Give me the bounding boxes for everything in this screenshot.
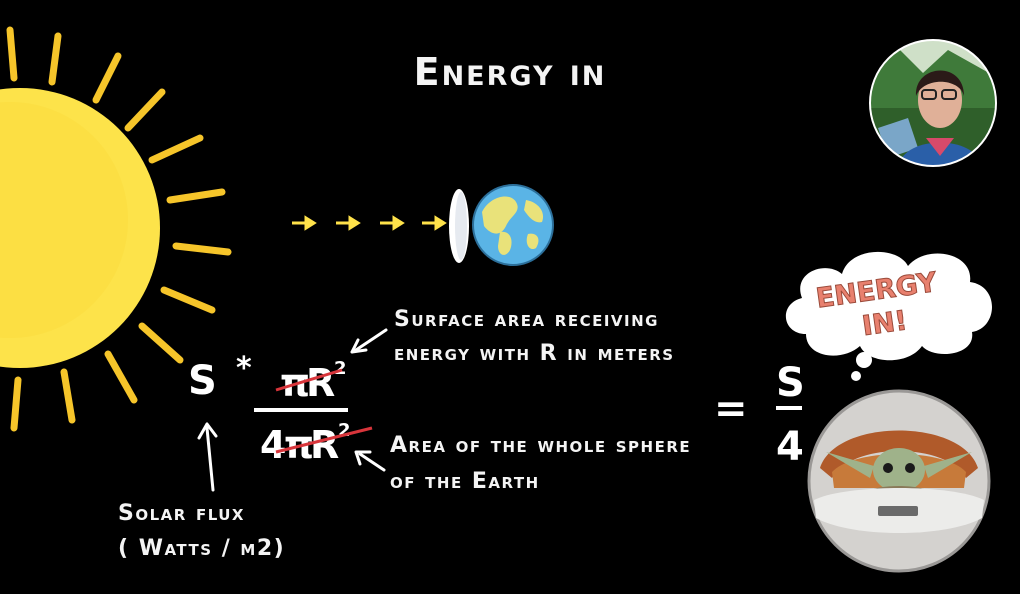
character-pod-icon (807, 389, 991, 573)
formula-s: S (188, 358, 217, 404)
solar-flux-units: ( Watts / m2) (118, 536, 286, 561)
numerator-strike (275, 368, 343, 392)
surface-area-line1: Surface area receiving (394, 307, 659, 332)
denominator-pointer-arrow (354, 450, 386, 472)
slide-title: Energy in (413, 50, 607, 94)
formula-numerator-exp: 2 (334, 358, 347, 379)
sphere-area-line2: of the Earth (390, 469, 540, 494)
thought-bubble-line2: IN! (860, 305, 909, 342)
numerator-pointer-arrow (350, 328, 388, 354)
denominator-strike (275, 426, 373, 454)
result-numerator: S (776, 360, 805, 406)
result-fraction: = S 4 (714, 360, 805, 470)
thought-bubble-icon: ENERGY IN! (785, 251, 992, 381)
formula-denominator-exp: 2 (338, 420, 351, 441)
formula-times: * (236, 351, 252, 386)
solar-flux-label: Solar flux (118, 501, 245, 526)
sun-icon (0, 26, 232, 432)
equals-sign: = (714, 386, 748, 432)
presenter-avatar (869, 39, 997, 167)
intercepting-disc (449, 189, 469, 263)
surface-area-line2: energy with R in meters (394, 341, 675, 366)
result-denominator: 4 (776, 424, 804, 470)
incoming-energy-arrows (292, 215, 447, 231)
formula-denominator-r: R (310, 423, 339, 467)
earth-icon (472, 184, 554, 266)
solar-flux-pointer-arrow (197, 422, 218, 492)
formula-denominator-4: 4 (260, 423, 286, 467)
formula-numerator-r: R (306, 361, 335, 405)
energy-formula: S * π R 2 4 π R 2 (188, 351, 373, 467)
sphere-area-line1: Area of the whole sphere (390, 433, 692, 458)
